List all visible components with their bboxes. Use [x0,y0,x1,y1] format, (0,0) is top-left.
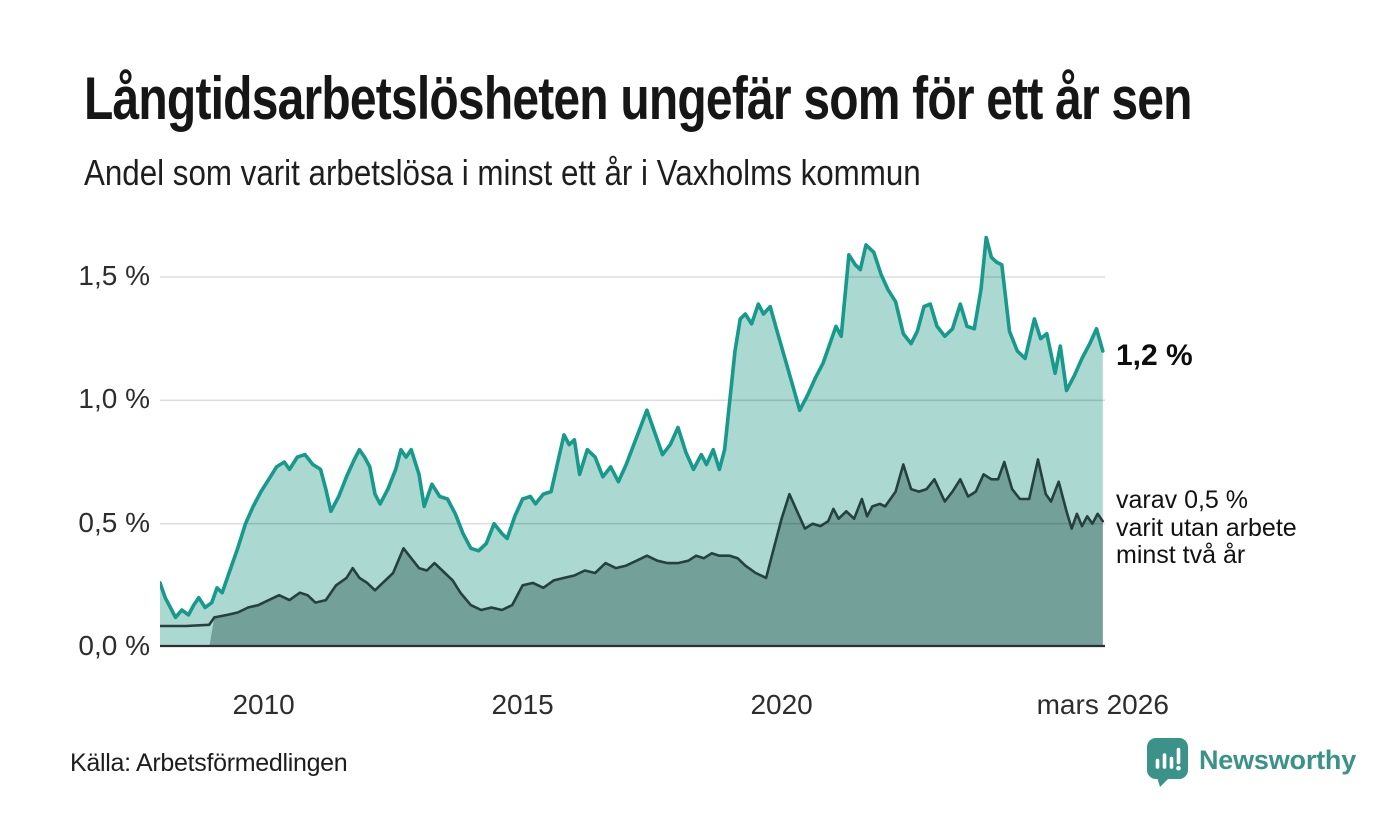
source-note: Källa: Arbetsförmedlingen [70,749,348,777]
area-chart [160,235,1105,648]
x-tick-label: 2015 [491,689,554,720]
series2-annotation-line3: minst två år [1116,541,1246,569]
page-title: Långtidsarbetslösheten ungefär som för e… [84,65,1192,132]
series2-annotation-line2: varit utan arbete [1116,513,1297,542]
newsworthy-bubble-chart-icon [1147,738,1188,787]
chart-subtitle: Andel som varit arbetslösa i minst ett å… [84,152,921,193]
newsworthy-logo: Newsworthy [1146,737,1356,787]
series1-line [160,235,1105,620]
series2-annotation-line1: varav 0,5 % [1116,486,1249,514]
x-tick-label: 2020 [750,689,813,720]
x-tick-label: mars 2026 [1036,689,1169,720]
y-tick-label: 1,0 % [78,383,150,415]
newsworthy-wordmark: Newsworthy [1199,745,1357,775]
series2-area-fill [209,459,1103,647]
y-tick-label: 0,5 % [78,506,150,538]
series2-line [160,458,1105,628]
y-tick-label: 1,5 % [78,259,150,291]
x-tick-label: 2010 [232,689,295,720]
series1-end-value-label: 1,2 % [1116,339,1193,372]
series2-annotation: varav 0,5 % varit utan arbete minst två … [1116,486,1297,570]
plot-area [160,230,1105,648]
y-tick-label: 0,0 % [78,630,150,661]
